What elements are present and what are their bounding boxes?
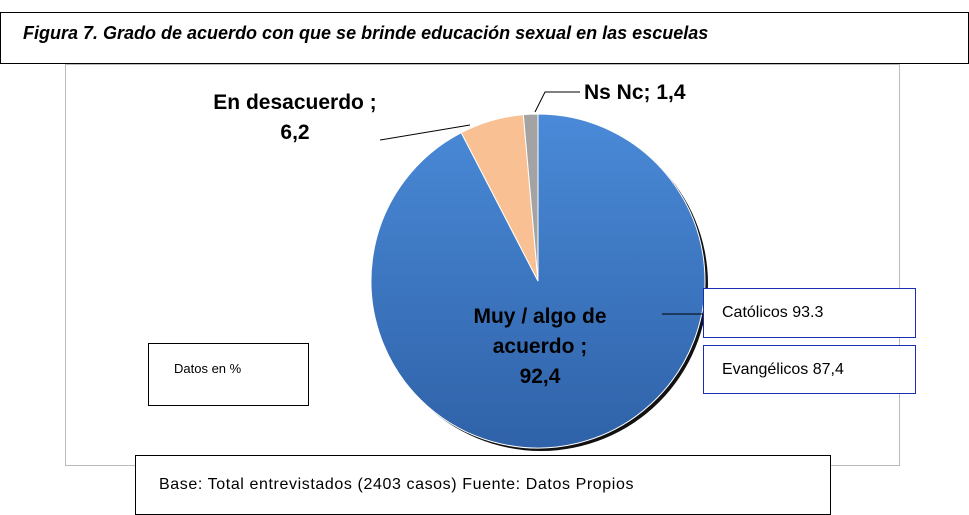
annotation: Base: Total entrevistados (2403 casos) F…	[135, 455, 831, 515]
category-label: Ns Nc;	[584, 81, 651, 104]
annotation: Datos en %	[148, 343, 309, 406]
slice-label: Muy / algo de acuerdo ; 92,4	[440, 302, 640, 392]
annotation: Católicos 93.3	[703, 288, 916, 338]
category-label: En desacuerdo ;	[213, 91, 377, 114]
value-label: 92,4	[519, 365, 561, 388]
chart-title: Figura 7. Grado de acuerdo con que se br…	[0, 12, 969, 64]
annotation: Evangélicos 87,4	[703, 345, 916, 394]
leader-line	[534, 91, 580, 113]
slice-label: Ns Nc; 1,4	[584, 78, 686, 108]
pie-slice	[522, 113, 539, 282]
leader-line	[379, 124, 471, 141]
category-label: Muy / algo de acuerdo ;	[473, 305, 607, 358]
value-label: 1,4	[656, 81, 686, 104]
slice-label: En desacuerdo ; 6,2	[205, 88, 385, 148]
value-label: 6,2	[280, 121, 310, 144]
